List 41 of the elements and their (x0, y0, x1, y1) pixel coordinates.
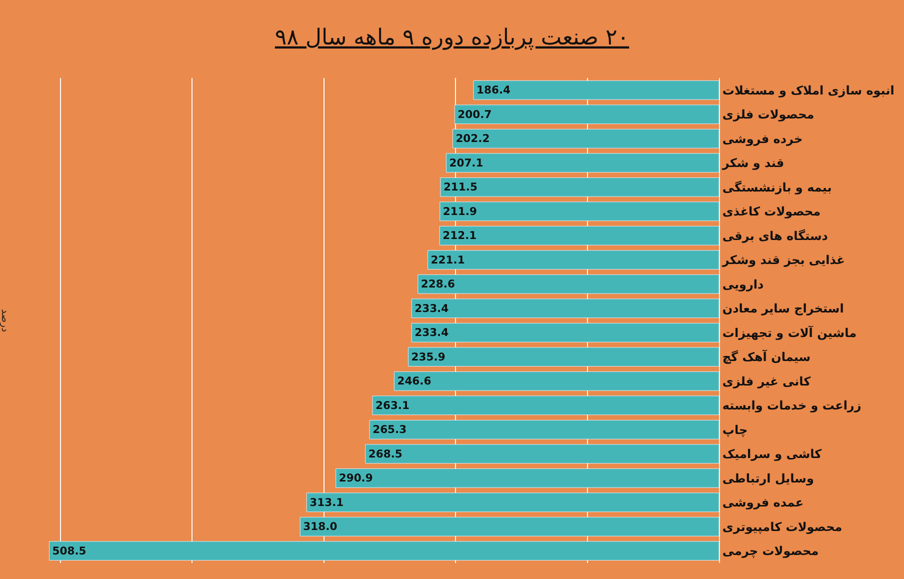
data-label: 508.5 (52, 544, 86, 558)
data-label: 202.2 (456, 132, 490, 146)
y-tick-label: خرده فروشی (722, 132, 803, 146)
y-tick-label: کاشی و سرامیک (722, 447, 822, 462)
data-label: 265.3 (372, 423, 407, 436)
y-tick-label: قند و شکر (721, 156, 784, 170)
data-label: 186.4 (476, 84, 511, 97)
y-tick-label: زراعت و خدمات وابسته (722, 398, 862, 413)
y-tick-label: کانی غیر فلزی (722, 374, 811, 388)
y-tick-label: غذایی بجز قند وشکر (721, 253, 845, 268)
y-tick-label: وسایل ارتباطی (722, 471, 814, 486)
data-label: 233.4 (414, 302, 449, 315)
y-tick-label: ماشین آلات و تجهیزات (722, 324, 857, 340)
y-tick-label: عمده فروشی (722, 496, 804, 510)
y-tick-label: محصولات چرمی (722, 544, 819, 558)
y-tick-label: استخراج سایر معادن (722, 302, 844, 316)
data-label: 235.9 (411, 350, 446, 364)
y-tick-label: سیمان آهک گچ (722, 349, 811, 364)
chart-title: ۲۰ صنعت پربازده دوره ۹ ماهه سال ۹۸ (274, 25, 630, 50)
y-tick-label: بیمه و بازنشستگی (722, 180, 832, 194)
data-label: 221.1 (430, 253, 465, 266)
y-tick-label: دستگاه های برقی (722, 228, 828, 243)
data-label: 263.1 (375, 398, 410, 412)
y-tick-label: انبوه سازی املاک و مستغلات (722, 83, 894, 98)
data-label: 268.5 (368, 447, 402, 460)
data-label: 233.4 (414, 326, 449, 340)
data-label: 290.9 (338, 472, 373, 485)
y-tick-label: چاپ (722, 422, 748, 437)
data-label: 228.6 (420, 278, 455, 291)
data-label: 246.6 (397, 374, 432, 388)
y-tick-label: محصولات کامپیوتری (722, 520, 842, 534)
data-label: 207.1 (449, 156, 484, 170)
data-label: 211.9 (442, 204, 477, 218)
data-label: 211.5 (443, 180, 478, 194)
y-tick-label: محصولات کاغذی (722, 204, 821, 219)
y-tick-label: دارویی (722, 277, 764, 292)
y-tick-label: محصولات فلزی (722, 108, 814, 122)
data-label: 212.1 (442, 229, 477, 242)
data-label: 313.1 (310, 496, 344, 509)
data-label: 200.7 (458, 108, 492, 121)
data-label: 318.0 (303, 520, 338, 534)
